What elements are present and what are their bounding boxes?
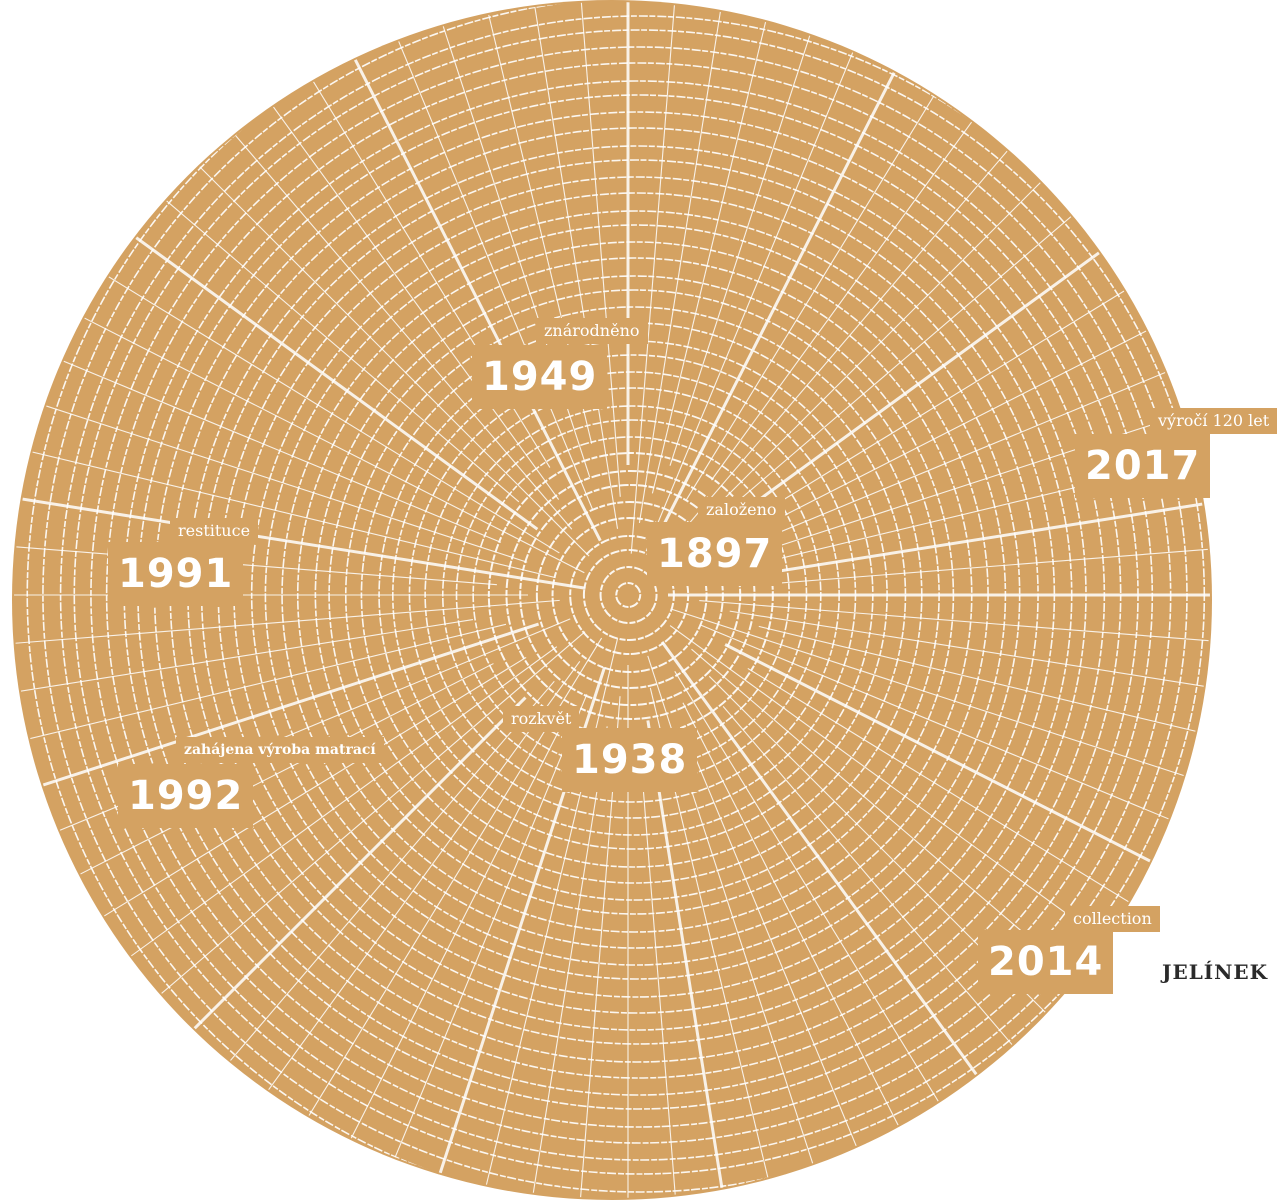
milestone-year: 1949 [472, 345, 607, 409]
milestone-year: 1992 [118, 764, 253, 828]
page: znárodněno 1949 výročí 120 let 2017 zalo… [0, 0, 1277, 1203]
milestone-label: zahájena výroba matrací [176, 737, 384, 763]
milestone-label: collection [1065, 906, 1160, 932]
milestone-year: 1897 [647, 522, 782, 586]
milestone-year: 1991 [108, 542, 243, 606]
brand-name: JELÍNEK [1162, 960, 1268, 984]
milestone-year: 2014 [978, 930, 1113, 994]
milestone-year: 1938 [562, 728, 697, 792]
milestone-label: výročí 120 let [1150, 408, 1277, 434]
milestone-year: 2017 [1075, 434, 1210, 498]
milestone-label: znárodněno [536, 318, 648, 344]
milestone-label: založeno [698, 497, 785, 523]
milestone-label: restituce [170, 518, 258, 544]
